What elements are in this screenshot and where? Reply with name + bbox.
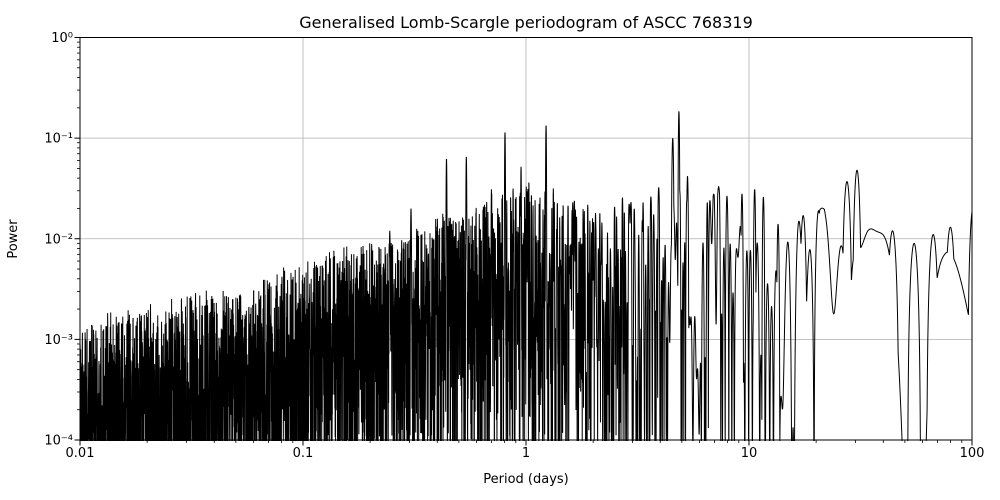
chart-title: Generalised Lomb-Scargle periodogram of … [299,13,753,32]
y-axis-label: Power [6,219,21,259]
x-tick-label: 10 [741,446,758,461]
periodogram-line [80,111,972,441]
x-tick-label: 1 [522,446,530,461]
x-tick-label: 0.1 [293,446,314,461]
y-tick-label: 10⁰ [51,31,73,46]
y-tick-label: 10⁻¹ [44,132,73,147]
y-tick-label: 10⁻³ [44,333,73,348]
x-tick-label: 0.01 [66,446,95,461]
axis-ticks [74,37,973,446]
x-tick-label: 100 [960,446,985,461]
y-tick-label: 10⁻² [44,232,73,247]
data-series [80,111,972,441]
y-tick-label: 10⁻⁴ [44,434,73,449]
tick-labels: 0.01 0.1 1 10 100 10⁰ 10⁻¹ 10⁻² 10⁻³ 10⁻⁴ [44,31,984,461]
x-axis-label: Period (days) [483,472,569,487]
